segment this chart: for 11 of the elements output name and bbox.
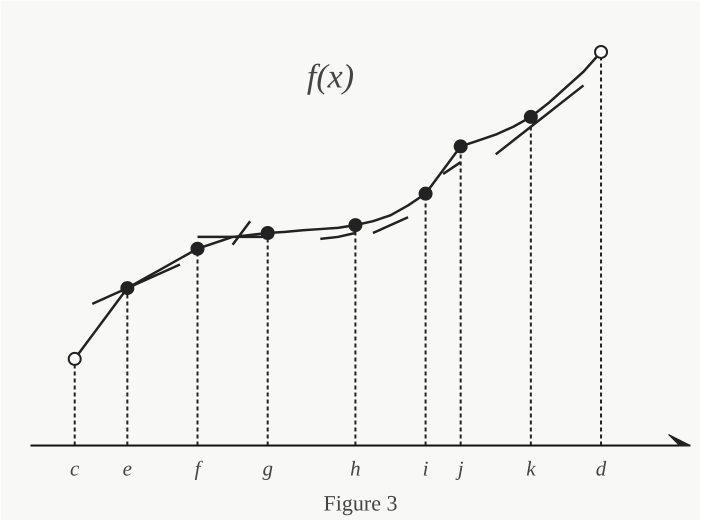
text: Figure 3 [324,490,398,516]
x-tick-label: i [422,456,429,480]
x-tick-label: d [596,456,607,480]
annotation: f(x) [306,58,354,96]
x-tick-label: e [122,456,132,480]
x-tick-label: k [526,456,536,480]
x-tick-label: c [70,456,80,480]
x-tick-label: g [262,456,273,480]
x-tick-label: f [194,456,204,480]
x-tick-label: h [350,456,361,480]
x-tick-label: j [454,456,464,480]
